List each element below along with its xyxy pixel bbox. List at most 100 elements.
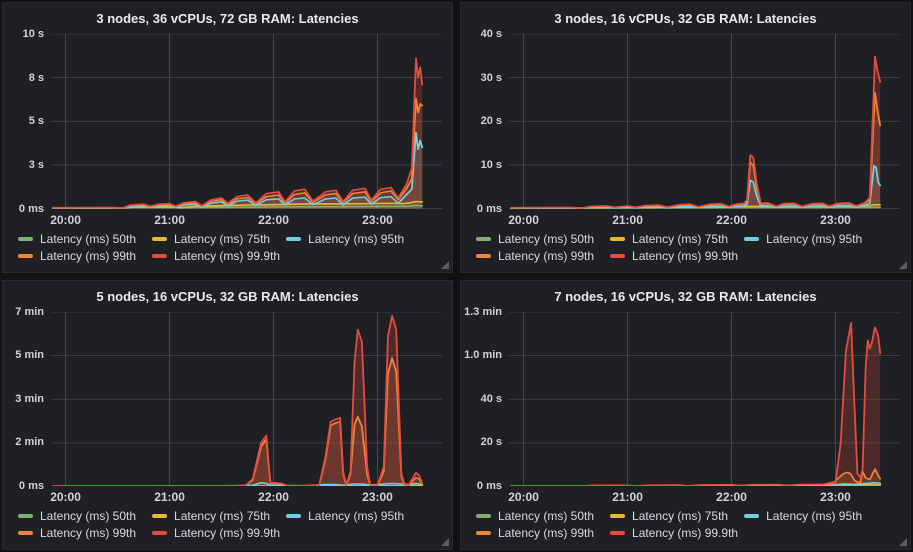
panel-title[interactable]: 5 nodes, 16 vCPUs, 32 GB RAM: Latencies	[96, 288, 359, 304]
legend-label: Latency (ms) 99th	[40, 248, 137, 263]
y-axis-label: 7 min	[15, 305, 44, 318]
series-line-p95	[52, 131, 424, 209]
legend-swatch-icon	[476, 236, 491, 241]
legend-item-p99[interactable]: Latency (ms) 99th	[476, 249, 594, 263]
legend-item-p999[interactable]: Latency (ms) 99.9th	[152, 249, 280, 263]
x-axis: 20:00 21:00 22:00 23:00	[508, 209, 900, 229]
legend-item-p50[interactable]: Latency (ms) 50th	[18, 232, 136, 246]
legend-item-p999[interactable]: Latency (ms) 99.9th	[610, 526, 738, 540]
legend-item-p50[interactable]: Latency (ms) 50th	[476, 509, 594, 523]
series-line-p99	[52, 97, 424, 209]
plot-area[interactable]	[51, 311, 442, 487]
latency-graph[interactable]	[51, 34, 442, 209]
legend-item-p50[interactable]: Latency (ms) 50th	[476, 232, 594, 246]
legend-item-p50[interactable]: Latency (ms) 50th	[18, 509, 136, 523]
panel-resize-handle-icon[interactable]	[899, 538, 907, 546]
legend-label: Latency (ms) 99th	[498, 248, 595, 263]
x-axis-label: 22:00	[258, 490, 289, 504]
legend-swatch-icon	[744, 236, 760, 241]
legend-label: Latency (ms) 95th	[308, 231, 405, 246]
legend-label: Latency (ms) 75th	[632, 231, 729, 246]
y-axis: 0 ms 3 s 5 s 8 s 10 s	[3, 28, 51, 215]
panel-title[interactable]: 7 nodes, 16 vCPUs, 32 GB RAM: Latencies	[554, 288, 817, 304]
legend-item-p999[interactable]: Latency (ms) 99.9th	[610, 249, 738, 263]
legend-item-p99[interactable]: Latency (ms) 99th	[476, 526, 594, 540]
panel-title[interactable]: 3 nodes, 16 vCPUs, 32 GB RAM: Latencies	[554, 11, 817, 26]
chart-area: 0 ms 3 s 5 s 8 s 10 s 20:00 21:00 22:00 23:00	[3, 28, 452, 229]
panel-3-nodes-16-vcpus: 3 nodes, 16 vCPUs, 32 GB RAM: Latencies …	[460, 2, 911, 273]
y-axis: 0 ms 20 s 40 s 1.0 min 1.3 min	[461, 306, 509, 493]
legend-swatch-icon	[476, 514, 491, 518]
legend: Latency (ms) 50th Latency (ms) 75th Latenc…	[461, 506, 910, 549]
legend-item-p95[interactable]: Latency (ms) 95th	[286, 509, 404, 523]
panel-5-nodes-16-vcpus: 5 nodes, 16 vCPUs, 32 GB RAM: Latencies …	[2, 279, 453, 550]
series-fill-p99	[511, 92, 881, 209]
latency-graph[interactable]	[509, 34, 900, 209]
series-fill-p95	[53, 132, 423, 209]
legend-label: Latency (ms) 95th	[308, 509, 405, 523]
panel-resize-handle-icon[interactable]	[441, 260, 449, 269]
legend-swatch-icon	[610, 531, 626, 535]
series-fill-p999	[511, 56, 881, 209]
plot-area[interactable]	[509, 34, 900, 209]
y-axis: 0 ms 10 s 20 s 30 s 40 s	[461, 28, 509, 215]
series-fill-p95	[511, 165, 881, 209]
series-line-p99	[510, 92, 882, 209]
chart-area: 0 ms 10 s 20 s 30 s 40 s 20:00 21:00 22:00 23:0…	[461, 28, 910, 229]
x-axis-label: 21:00	[612, 490, 643, 504]
legend: Latency (ms) 50th Latency (ms) 75th Latenc…	[3, 506, 452, 549]
y-axis-label: 5 s	[28, 115, 44, 128]
plot-area[interactable]	[509, 311, 900, 487]
legend-swatch-icon	[18, 236, 33, 241]
latency-graph[interactable]	[509, 311, 900, 487]
y-axis-label: 1.0 min	[464, 349, 502, 362]
legend-item-p75[interactable]: Latency (ms) 75th	[610, 509, 728, 523]
legend-swatch-icon	[476, 531, 491, 535]
x-axis-label: 21:00	[154, 490, 185, 504]
legend-label: Latency (ms) 75th	[632, 509, 729, 523]
legend-label: Latency (ms) 50th	[498, 231, 595, 246]
x-axis-label: 23:00	[362, 212, 393, 227]
legend-swatch-icon	[744, 514, 760, 518]
panel-resize-handle-icon[interactable]	[899, 260, 907, 269]
latency-graph[interactable]	[51, 311, 442, 487]
legend-label: Latency (ms) 75th	[174, 509, 271, 523]
panel-title[interactable]: 3 nodes, 36 vCPUs, 72 GB RAM: Latencies	[96, 11, 359, 26]
y-axis-label: 3 s	[28, 158, 44, 171]
legend-item-p99[interactable]: Latency (ms) 99th	[18, 526, 136, 540]
series-fill-p999	[511, 322, 881, 486]
legend-item-p75[interactable]: Latency (ms) 75th	[152, 509, 270, 523]
series-line-p999	[510, 321, 882, 486]
x-axis: 20:00 21:00 22:00 23:00	[50, 486, 442, 506]
x-axis-label: 23:00	[820, 490, 851, 504]
legend-label: Latency (ms) 99.9th	[632, 526, 739, 540]
x-axis-label: 23:00	[820, 212, 851, 227]
x-axis-label: 23:00	[362, 490, 393, 504]
legend-item-p999[interactable]: Latency (ms) 99.9th	[152, 526, 280, 540]
legend-label: Latency (ms) 50th	[498, 509, 595, 523]
x-axis: 20:00 21:00 22:00 23:00	[50, 209, 442, 229]
y-axis-label: 1.3 min	[464, 305, 502, 318]
legend-swatch-icon	[286, 236, 302, 241]
series-line-p999	[52, 314, 424, 486]
legend-item-p75[interactable]: Latency (ms) 75th	[610, 232, 728, 246]
legend-item-p75[interactable]: Latency (ms) 75th	[152, 232, 270, 246]
legend-item-p95[interactable]: Latency (ms) 95th	[744, 232, 862, 246]
legend-swatch-icon	[476, 253, 491, 258]
legend-item-p95[interactable]: Latency (ms) 95th	[744, 509, 862, 523]
legend-item-p99[interactable]: Latency (ms) 99th	[18, 249, 136, 263]
legend-label: Latency (ms) 50th	[40, 231, 137, 246]
panel-resize-handle-icon[interactable]	[441, 538, 449, 546]
plot-area[interactable]	[51, 34, 442, 209]
legend-label: Latency (ms) 99.9th	[174, 248, 281, 263]
y-axis-label: 10 s	[480, 158, 502, 171]
y-axis-label: 0 ms	[18, 480, 44, 492]
legend-label: Latency (ms) 99th	[40, 526, 137, 540]
panel-3-nodes-36-vcpus: 3 nodes, 36 vCPUs, 72 GB RAM: Latencies …	[2, 2, 453, 273]
legend-item-p95[interactable]: Latency (ms) 95th	[286, 232, 404, 246]
legend-label: Latency (ms) 50th	[40, 509, 137, 523]
series-line-p999	[510, 55, 882, 209]
legend-swatch-icon	[18, 514, 33, 518]
series-fill-p99	[53, 357, 423, 486]
y-axis-label: 0 ms	[476, 202, 502, 215]
